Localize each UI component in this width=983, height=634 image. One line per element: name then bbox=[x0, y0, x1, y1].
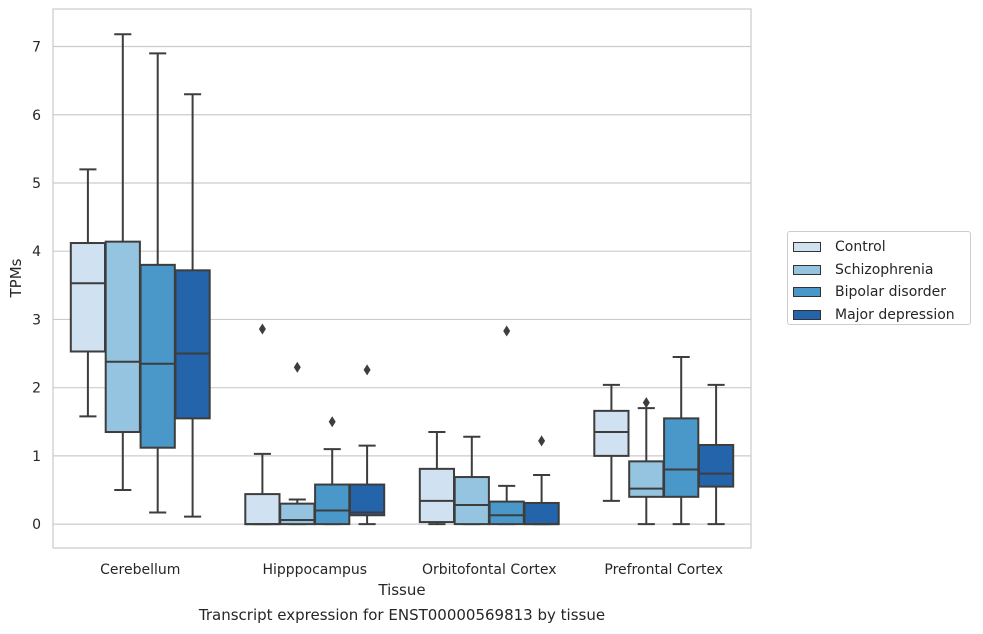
y-tick-label: 4 bbox=[32, 244, 41, 260]
box-major-depression bbox=[348, 364, 386, 526]
outlier-point bbox=[503, 325, 511, 337]
legend-swatch bbox=[793, 264, 821, 275]
y-tick-label: 5 bbox=[32, 176, 41, 192]
box-major-depression bbox=[523, 435, 560, 526]
box-bipolar-disorder bbox=[488, 325, 525, 526]
box-schizophrenia bbox=[104, 33, 141, 492]
x-tick-label: Orbitofontal Cortex bbox=[422, 562, 557, 578]
y-tick-label: 7 bbox=[32, 40, 41, 56]
box-bipolar-disorder bbox=[663, 355, 700, 526]
y-tick-label: 1 bbox=[32, 449, 41, 465]
chart-caption: Transcript expression for ENST0000056981… bbox=[198, 606, 606, 624]
legend-swatch bbox=[793, 309, 821, 320]
box-schizophrenia bbox=[453, 435, 490, 526]
legend-item: Control bbox=[793, 236, 970, 259]
legend-swatch bbox=[793, 242, 821, 253]
box-iqr bbox=[139, 263, 176, 449]
box-iqr bbox=[697, 443, 735, 488]
x-axis-label: Tissue bbox=[377, 581, 425, 599]
x-tick-label: Cerebellum bbox=[100, 562, 180, 578]
box-iqr bbox=[663, 417, 700, 498]
x-tick-label: Hipppocampus bbox=[262, 562, 367, 578]
box-control bbox=[418, 431, 456, 526]
box-bipolar-disorder bbox=[139, 52, 176, 514]
y-tick-label: 6 bbox=[32, 108, 41, 124]
box-control bbox=[69, 168, 107, 418]
box-iqr bbox=[174, 269, 211, 420]
legend-item: Schizophrenia bbox=[793, 259, 970, 282]
box-iqr bbox=[314, 483, 351, 526]
box-control bbox=[244, 323, 281, 526]
box-schizophrenia bbox=[628, 397, 665, 526]
box-iqr bbox=[418, 467, 456, 524]
box-iqr bbox=[453, 476, 490, 526]
box-major-depression bbox=[174, 93, 211, 518]
legend-label: Major depression bbox=[835, 306, 955, 323]
box-iqr bbox=[348, 483, 386, 517]
box-schizophrenia bbox=[279, 361, 316, 526]
legend: Control Schizophrenia Bipolar disorder Majo… bbox=[787, 231, 971, 325]
outlier-point bbox=[363, 364, 371, 376]
y-tick-label: 3 bbox=[32, 312, 41, 328]
legend-label: Schizophrenia bbox=[835, 261, 934, 278]
box-iqr bbox=[244, 493, 281, 526]
box-major-depression bbox=[697, 383, 735, 526]
legend-label: Control bbox=[835, 239, 886, 256]
x-tick-labels: Cerebellum Hipppocampus Orbitofontal Corte… bbox=[100, 562, 723, 578]
outlier-point bbox=[328, 416, 336, 428]
box-iqr bbox=[628, 460, 665, 498]
box-iqr bbox=[593, 409, 630, 457]
y-tick-labels: 0 1 2 3 4 5 6 7 bbox=[32, 40, 41, 534]
legend-label: Bipolar disorder bbox=[835, 284, 947, 301]
x-tick-label: Prefrontal Cortex bbox=[604, 562, 723, 578]
outlier-point bbox=[258, 323, 266, 335]
box-iqr bbox=[523, 501, 560, 526]
y-axis-label: TPMs bbox=[7, 258, 25, 298]
legend-item: Major depression bbox=[793, 304, 970, 327]
plot-frame bbox=[52, 8, 752, 549]
box-iqr bbox=[488, 500, 525, 526]
y-tick-label: 0 bbox=[32, 517, 41, 533]
boxes-layer bbox=[69, 33, 735, 526]
box-iqr bbox=[104, 240, 141, 434]
legend-item: Bipolar disorder bbox=[793, 281, 970, 304]
box-bipolar-disorder bbox=[314, 416, 351, 526]
box-control bbox=[593, 383, 630, 502]
outlier-point bbox=[642, 397, 650, 409]
legend-swatch bbox=[793, 287, 821, 298]
y-tick-label: 2 bbox=[32, 381, 41, 397]
box-iqr bbox=[69, 242, 107, 353]
box-iqr bbox=[279, 502, 316, 526]
outlier-point bbox=[538, 435, 546, 447]
outlier-point bbox=[293, 361, 301, 373]
